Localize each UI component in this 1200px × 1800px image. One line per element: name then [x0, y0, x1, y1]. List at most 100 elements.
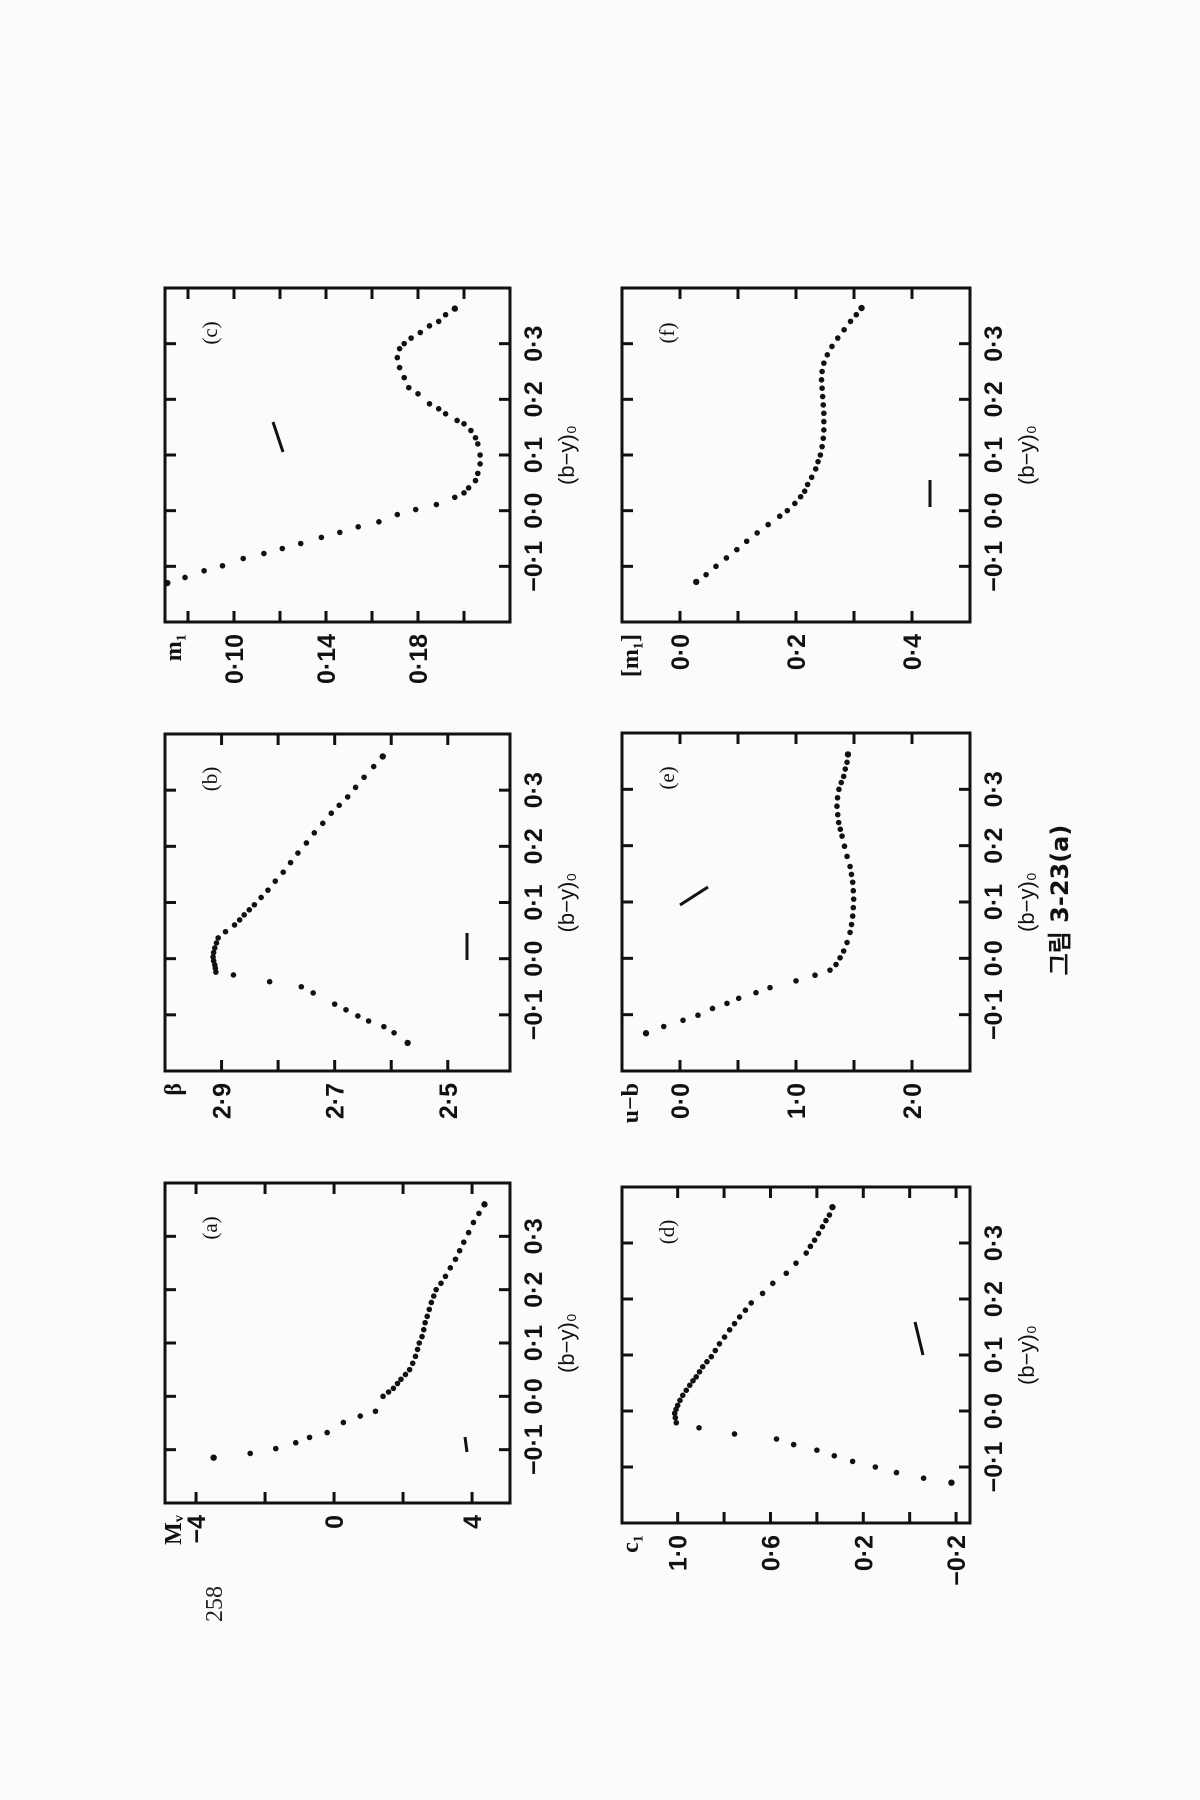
data-point — [770, 1280, 776, 1287]
chart-panel-d: −0·1 0·0 0·1 0·2 0·3 1·0 0·6 0·2 −0·2 c₁ (b−y)₀ (d) — [618, 1185, 1039, 1586]
data-point — [820, 435, 827, 442]
data-point — [820, 402, 827, 408]
data-point — [842, 766, 849, 772]
data-point — [420, 1326, 427, 1333]
data-point — [336, 802, 342, 809]
data-point — [837, 954, 843, 961]
data-point — [790, 1441, 797, 1448]
y-tick-label: 0 — [321, 1515, 349, 1529]
data-point — [849, 879, 856, 886]
data-point — [721, 1334, 728, 1340]
data-point — [477, 461, 483, 467]
data-point — [841, 843, 848, 850]
data-point — [251, 901, 258, 908]
data-point — [394, 511, 401, 518]
data-point — [297, 540, 304, 547]
data-point — [182, 574, 188, 581]
data-point — [696, 1424, 702, 1431]
y-tick-label: 2·9 — [209, 1083, 237, 1119]
data-point — [451, 305, 458, 312]
data-point — [461, 421, 467, 427]
y-tick-label: 0·18 — [405, 634, 433, 684]
data-point — [396, 345, 403, 352]
data-point — [819, 443, 825, 450]
y-tick-label: 0·10 — [221, 634, 249, 684]
panel-label: (a) — [198, 1216, 222, 1239]
data-point — [426, 400, 433, 407]
data-point — [833, 961, 839, 968]
x-tick-label: 0·2 — [520, 1272, 548, 1308]
data-point — [215, 935, 221, 941]
y-axis-title: β — [161, 1083, 187, 1096]
data-point — [713, 563, 719, 570]
data-point — [808, 474, 815, 481]
data-point — [819, 393, 826, 400]
data-point — [690, 1377, 696, 1384]
data-point — [394, 354, 401, 361]
data-point — [352, 784, 359, 791]
data-point — [433, 501, 440, 508]
data-point — [280, 869, 287, 875]
figure-caption: 그림 3-23(a) — [1046, 825, 1074, 976]
data-point — [460, 1239, 467, 1245]
data-point — [765, 521, 771, 528]
data-point — [230, 972, 237, 978]
chart-panel-b: −0·1 0·0 0·1 0·2 0·3 2·9 2·7 2·5 β (b−y)₀ (b) — [161, 732, 579, 1119]
data-point — [295, 850, 301, 856]
y-tick-label: 1·0 — [665, 1535, 693, 1571]
reddening-vector-icon — [271, 421, 285, 453]
data-point — [829, 343, 835, 350]
y-tick-label: 0·2 — [783, 634, 811, 670]
data-point — [677, 1397, 683, 1404]
x-axis-title: (b−y)₀ — [554, 1313, 579, 1373]
x-tick-label: 0·1 — [980, 437, 1008, 473]
data-point — [850, 904, 857, 911]
data-point — [793, 1260, 799, 1266]
y-tick-label: 2·0 — [899, 1083, 927, 1119]
data-point — [829, 1203, 836, 1211]
data-point — [847, 318, 854, 325]
data-point — [683, 1387, 690, 1394]
data-point — [240, 555, 246, 562]
data-point — [279, 545, 286, 552]
data-point — [818, 377, 825, 383]
x-axis-title: (b−y)₀ — [1014, 1325, 1039, 1385]
data-point — [844, 759, 850, 766]
data-point — [376, 519, 382, 525]
data-point — [853, 311, 860, 318]
x-tick-label: 0·0 — [520, 493, 548, 529]
data-point — [792, 500, 798, 507]
data-point — [826, 1212, 833, 1218]
data-point — [743, 538, 750, 545]
data-point — [265, 887, 271, 893]
data-point — [712, 1347, 719, 1354]
x-tick-label: 0·2 — [520, 381, 548, 417]
data-point — [461, 490, 467, 496]
data-point — [456, 1247, 463, 1254]
x-tick-label: 0·1 — [520, 884, 548, 920]
data-point — [742, 1307, 749, 1313]
data-point — [355, 1013, 361, 1019]
data-point — [834, 335, 841, 341]
data-point — [699, 1363, 706, 1370]
data-point — [442, 411, 449, 417]
data-point — [465, 485, 472, 491]
data-point — [426, 1306, 433, 1313]
data-point — [414, 1346, 421, 1353]
data-point — [672, 1414, 679, 1421]
data-point — [416, 1340, 423, 1346]
panel-label: (f) — [655, 323, 679, 344]
data-point — [753, 989, 759, 996]
y-tick-label: 0·0 — [667, 634, 695, 670]
data-point — [812, 466, 819, 472]
data-point — [419, 1333, 425, 1340]
data-point — [696, 1368, 703, 1375]
x-tick-label: 0·0 — [520, 1378, 548, 1414]
data-point — [673, 1419, 680, 1426]
data-point — [426, 323, 433, 329]
y-tick-label: 1·0 — [783, 1083, 811, 1119]
data-point — [704, 1358, 710, 1365]
data-point — [759, 1290, 766, 1297]
data-point — [401, 340, 408, 347]
data-point — [435, 318, 442, 325]
